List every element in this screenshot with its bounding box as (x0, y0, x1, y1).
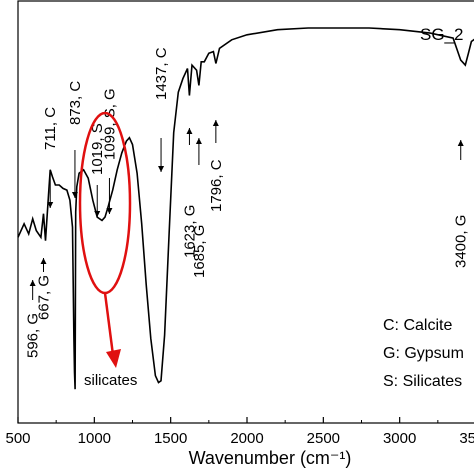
annotation-596-g: 596, G (25, 313, 42, 358)
silicates-label: silicates (84, 372, 137, 389)
annotation-arrow-head-711-c (47, 202, 54, 208)
annotation-1623-g: 1623, G (181, 205, 198, 258)
spectrum-line (17, 27, 474, 390)
x-tick-label-3500: 3500 (459, 430, 474, 447)
annotation-arrow-head-596-g (29, 280, 36, 286)
x-axis-title: Wavenumber (cm⁻¹) (189, 448, 352, 468)
annotation-arrow-head-1019-s (94, 211, 101, 217)
annotation-arrow-head-873-c (71, 192, 78, 198)
annotation-1437-c: 1437, C (153, 47, 170, 100)
legend: C: Calcite G: Gypsum S: Silicates (383, 317, 464, 390)
annotation-arrow-head-1623-g (186, 128, 193, 134)
annotation-711-c: 711, C (42, 107, 59, 150)
legend-item-gypsum: G: Gypsum (383, 345, 464, 362)
silicates-arrow (103, 292, 115, 356)
chart-title: SG_2 (420, 25, 463, 44)
x-tick-label-2000: 2000 (230, 430, 263, 447)
annotation-667-g: 667, G (35, 275, 52, 320)
x-tick-label-3000: 3000 (383, 430, 416, 447)
annotation-1099-s-g: 1099, S, G (101, 88, 118, 160)
legend-item-silicates: S: Silicates (383, 373, 462, 390)
silicates-highlight: silicates (78, 111, 137, 389)
annotation-3400-g: 3400, G (453, 215, 470, 268)
annotation-arrow-head-1796-c (212, 120, 219, 126)
annotation-arrow-head-3400-g (457, 140, 464, 146)
annotation-arrow-head-667-g (40, 258, 47, 264)
x-tick-label-2500: 2500 (307, 430, 340, 447)
annotation-1796-c: 1796, C (208, 159, 225, 212)
legend-item-calcite: C: Calcite (383, 317, 452, 334)
annotation-873-c: 873, C (67, 81, 84, 125)
annotation-1019-s: 1019, S (89, 123, 106, 175)
x-tick-label-500: 500 (5, 430, 30, 447)
annotation-arrow-head-1437-c (158, 166, 165, 172)
silicates-arrow-head (106, 349, 121, 368)
annotation-arrow-head-1685-g (195, 138, 202, 144)
x-tick-label-1500: 1500 (154, 430, 187, 447)
x-tick-label-1000: 1000 (78, 430, 111, 447)
annotation-arrow-head-1099-s-g (106, 208, 113, 214)
annotation-1685-g: 1685, G (191, 225, 208, 278)
